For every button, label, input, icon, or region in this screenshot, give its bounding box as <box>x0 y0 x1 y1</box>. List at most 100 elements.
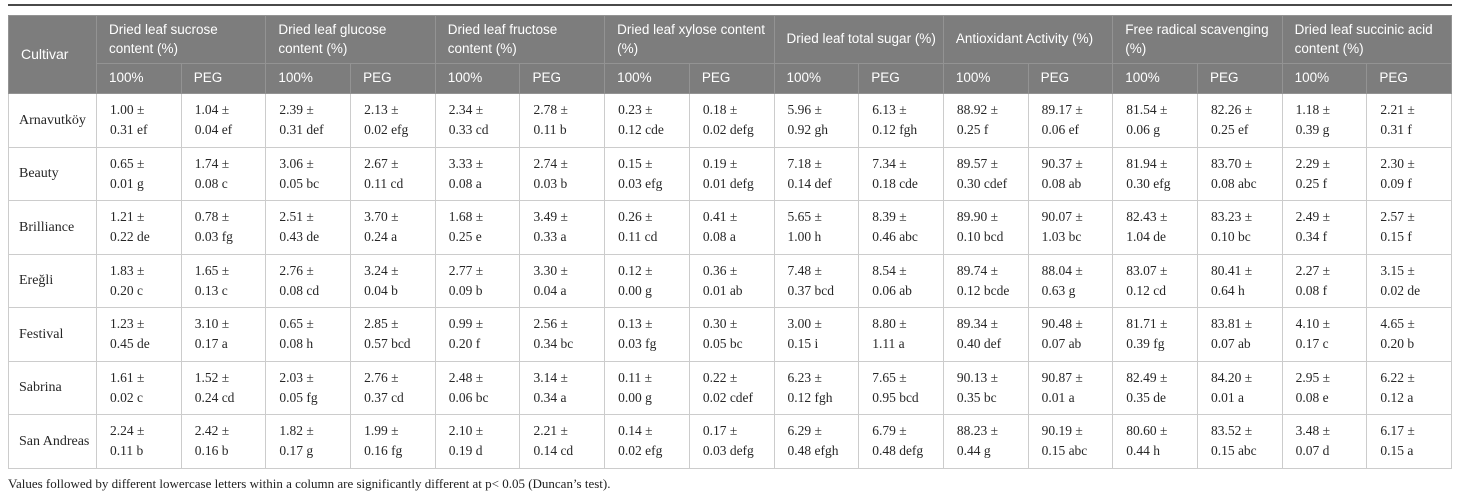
value-line: 2.51 ± <box>279 209 314 224</box>
table-body: Arnavutköy 1.00 ± 0.31 ef 1.04 ± 0.04 ef 2.39… <box>8 93 1452 469</box>
cultivar-cell: Sabrina <box>8 360 97 415</box>
value-cell: 2.48 ± 0.06 bc <box>434 360 521 415</box>
value-line: 1.04 de <box>1126 229 1166 245</box>
value-cell: 88.92 ± 0.25 f <box>942 93 1029 148</box>
value-cell: 2.49 ± 0.34 f <box>1281 200 1368 255</box>
value-cell: 83.07 ± 0.12 cd <box>1112 253 1198 308</box>
value-line: 0.16 b <box>194 443 229 459</box>
group-header: Dried leaf glucose content (%) <box>265 15 436 64</box>
table-row: Brilliance 1.21 ± 0.22 de 0.78 ± 0.03 fg 2.51… <box>8 200 1452 255</box>
value-line: 0.36 ± <box>702 262 738 278</box>
value-cell: 2.30 ± 0.09 f <box>1366 146 1452 201</box>
value-line: 0.07 ab <box>1041 336 1082 352</box>
value-cell: 2.78 ± 0.11 b <box>519 93 606 148</box>
value-line: 83.07 ± <box>1126 262 1168 278</box>
value-cell: 8.80 ± 1.11 a <box>858 307 944 362</box>
value-line: 0.99 ± <box>448 316 484 331</box>
value-cell: 1.68 ± 0.25 e <box>434 200 521 255</box>
value-cell: 8.39 ± 0.46 abc <box>858 200 944 255</box>
value-cell: 0.19 ± 0.01 defg <box>688 146 775 201</box>
value-line: 6.17 ± <box>1380 423 1415 438</box>
value-line: 0.33 cd <box>448 122 489 138</box>
value-line: 0.12 fgh <box>787 389 833 405</box>
value-line: 0.20 b <box>1380 336 1415 352</box>
cultivar-cell: Brilliance <box>8 200 97 255</box>
value-cell: 0.65 ± 0.01 g <box>96 146 182 201</box>
value-cell: 3.30 ± 0.04 a <box>519 253 606 308</box>
value-line: 83.52 ± <box>1210 423 1253 438</box>
value-cell: 6.13 ± 0.12 fgh <box>858 93 944 148</box>
value-line: 1.21 ± <box>110 209 145 224</box>
value-line: 0.95 bcd <box>872 389 919 405</box>
value-line: 0.13 ± <box>618 316 653 331</box>
value-line: 1.18 ± <box>1295 102 1331 117</box>
table-top-rule <box>8 4 1452 6</box>
value-cell: 2.77 ± 0.09 b <box>434 253 521 308</box>
value-line: 0.01 defg <box>702 175 754 191</box>
value-cell: 81.94 ± 0.30 efg <box>1112 146 1198 201</box>
value-line: 3.70 ± <box>364 209 399 224</box>
value-line: 0.04 ef <box>194 122 233 138</box>
value-cell: 3.15 ± 0.02 de <box>1366 253 1452 308</box>
value-cell: 1.74 ± 0.08 c <box>180 146 267 201</box>
value-line: 1.03 bc <box>1041 229 1082 245</box>
value-line: 0.06 g <box>1126 122 1160 138</box>
value-cell: 3.49 ± 0.33 a <box>519 200 606 255</box>
subheader-100pct: 100% <box>942 63 1029 94</box>
value-line: 0.03 fg <box>194 229 233 245</box>
results-table-container: Cultivar Dried leaf sucrose content (%) Dr… <box>8 4 1453 491</box>
value-line: 0.19 d <box>448 443 483 459</box>
value-line: 0.40 def <box>956 336 1002 352</box>
value-cell: 6.17 ± 0.15 a <box>1366 414 1452 469</box>
value-line: 0.02 efg <box>364 122 409 138</box>
value-cell: 7.18 ± 0.14 def <box>773 146 860 201</box>
subheader-100pct: 100% <box>434 63 521 94</box>
cultivar-cell: Ereğli <box>8 253 97 308</box>
value-line: 0.10 bcd <box>956 229 1004 245</box>
value-cell: 1.21 ± 0.22 de <box>96 200 182 255</box>
value-cell: 89.57 ± 0.30 cdef <box>942 146 1029 201</box>
value-line: 88.04 ± <box>1041 262 1083 278</box>
value-cell: 0.14 ± 0.02 efg <box>604 414 690 469</box>
value-line: 0.57 bcd <box>364 336 411 352</box>
group-header: Antioxidant Activity (%) <box>942 15 1114 64</box>
value-cell: 2.21 ± 0.14 cd <box>519 414 606 469</box>
value-line: 0.02 c <box>110 389 143 405</box>
value-line: 0.04 a <box>533 282 567 298</box>
value-cell: 2.42 ± 0.16 b <box>180 414 267 469</box>
value-line: 3.15 ± <box>1380 262 1415 278</box>
value-cell: 0.17 ± 0.03 defg <box>688 414 775 469</box>
value-line: 83.81 ± <box>1210 316 1253 331</box>
value-line: 1.00 ± <box>110 102 145 117</box>
value-cell: 0.41 ± 0.08 a <box>688 200 775 255</box>
value-cell: 4.10 ± 0.17 c <box>1281 307 1368 362</box>
group-header: Dried leaf sucrose content (%) <box>95 15 267 64</box>
value-line: 0.25 f <box>956 122 989 138</box>
subheader-peg: PEG <box>180 63 267 94</box>
value-line: 8.39 ± <box>872 209 907 224</box>
value-line: 0.01 ab <box>702 282 743 298</box>
value-line: 0.09 b <box>448 282 483 298</box>
value-line: 1.83 ± <box>110 262 145 278</box>
value-line: 0.41 ± <box>702 209 738 224</box>
value-cell: 82.43 ± 1.04 de <box>1112 200 1198 255</box>
value-line: 0.44 g <box>956 443 991 459</box>
value-cell: 0.65 ± 0.08 h <box>265 307 352 362</box>
subheader-100pct: 100% <box>1112 63 1198 94</box>
value-line: 2.03 ± <box>279 369 314 385</box>
value-cell: 90.07 ± 1.03 bc <box>1027 200 1114 255</box>
value-line: 1.65 ± <box>194 262 230 278</box>
value-line: 3.33 ± <box>448 155 484 171</box>
value-line: 0.02 de <box>1380 282 1421 298</box>
value-line: 0.08 f <box>1295 282 1328 298</box>
value-line: 90.07 ± <box>1041 209 1083 224</box>
value-line: 2.21 ± <box>533 423 568 438</box>
value-line: 0.11 cd <box>364 175 404 191</box>
value-line: 0.17 c <box>1295 336 1329 352</box>
subheader-peg: PEG <box>688 63 775 94</box>
table-header: Cultivar Dried leaf sucrose content (%) Dr… <box>8 15 1453 94</box>
value-cell: 0.22 ± 0.02 cdef <box>688 360 775 415</box>
value-cell: 2.34 ± 0.33 cd <box>434 93 521 148</box>
value-cell: 1.65 ± 0.13 c <box>180 253 267 308</box>
